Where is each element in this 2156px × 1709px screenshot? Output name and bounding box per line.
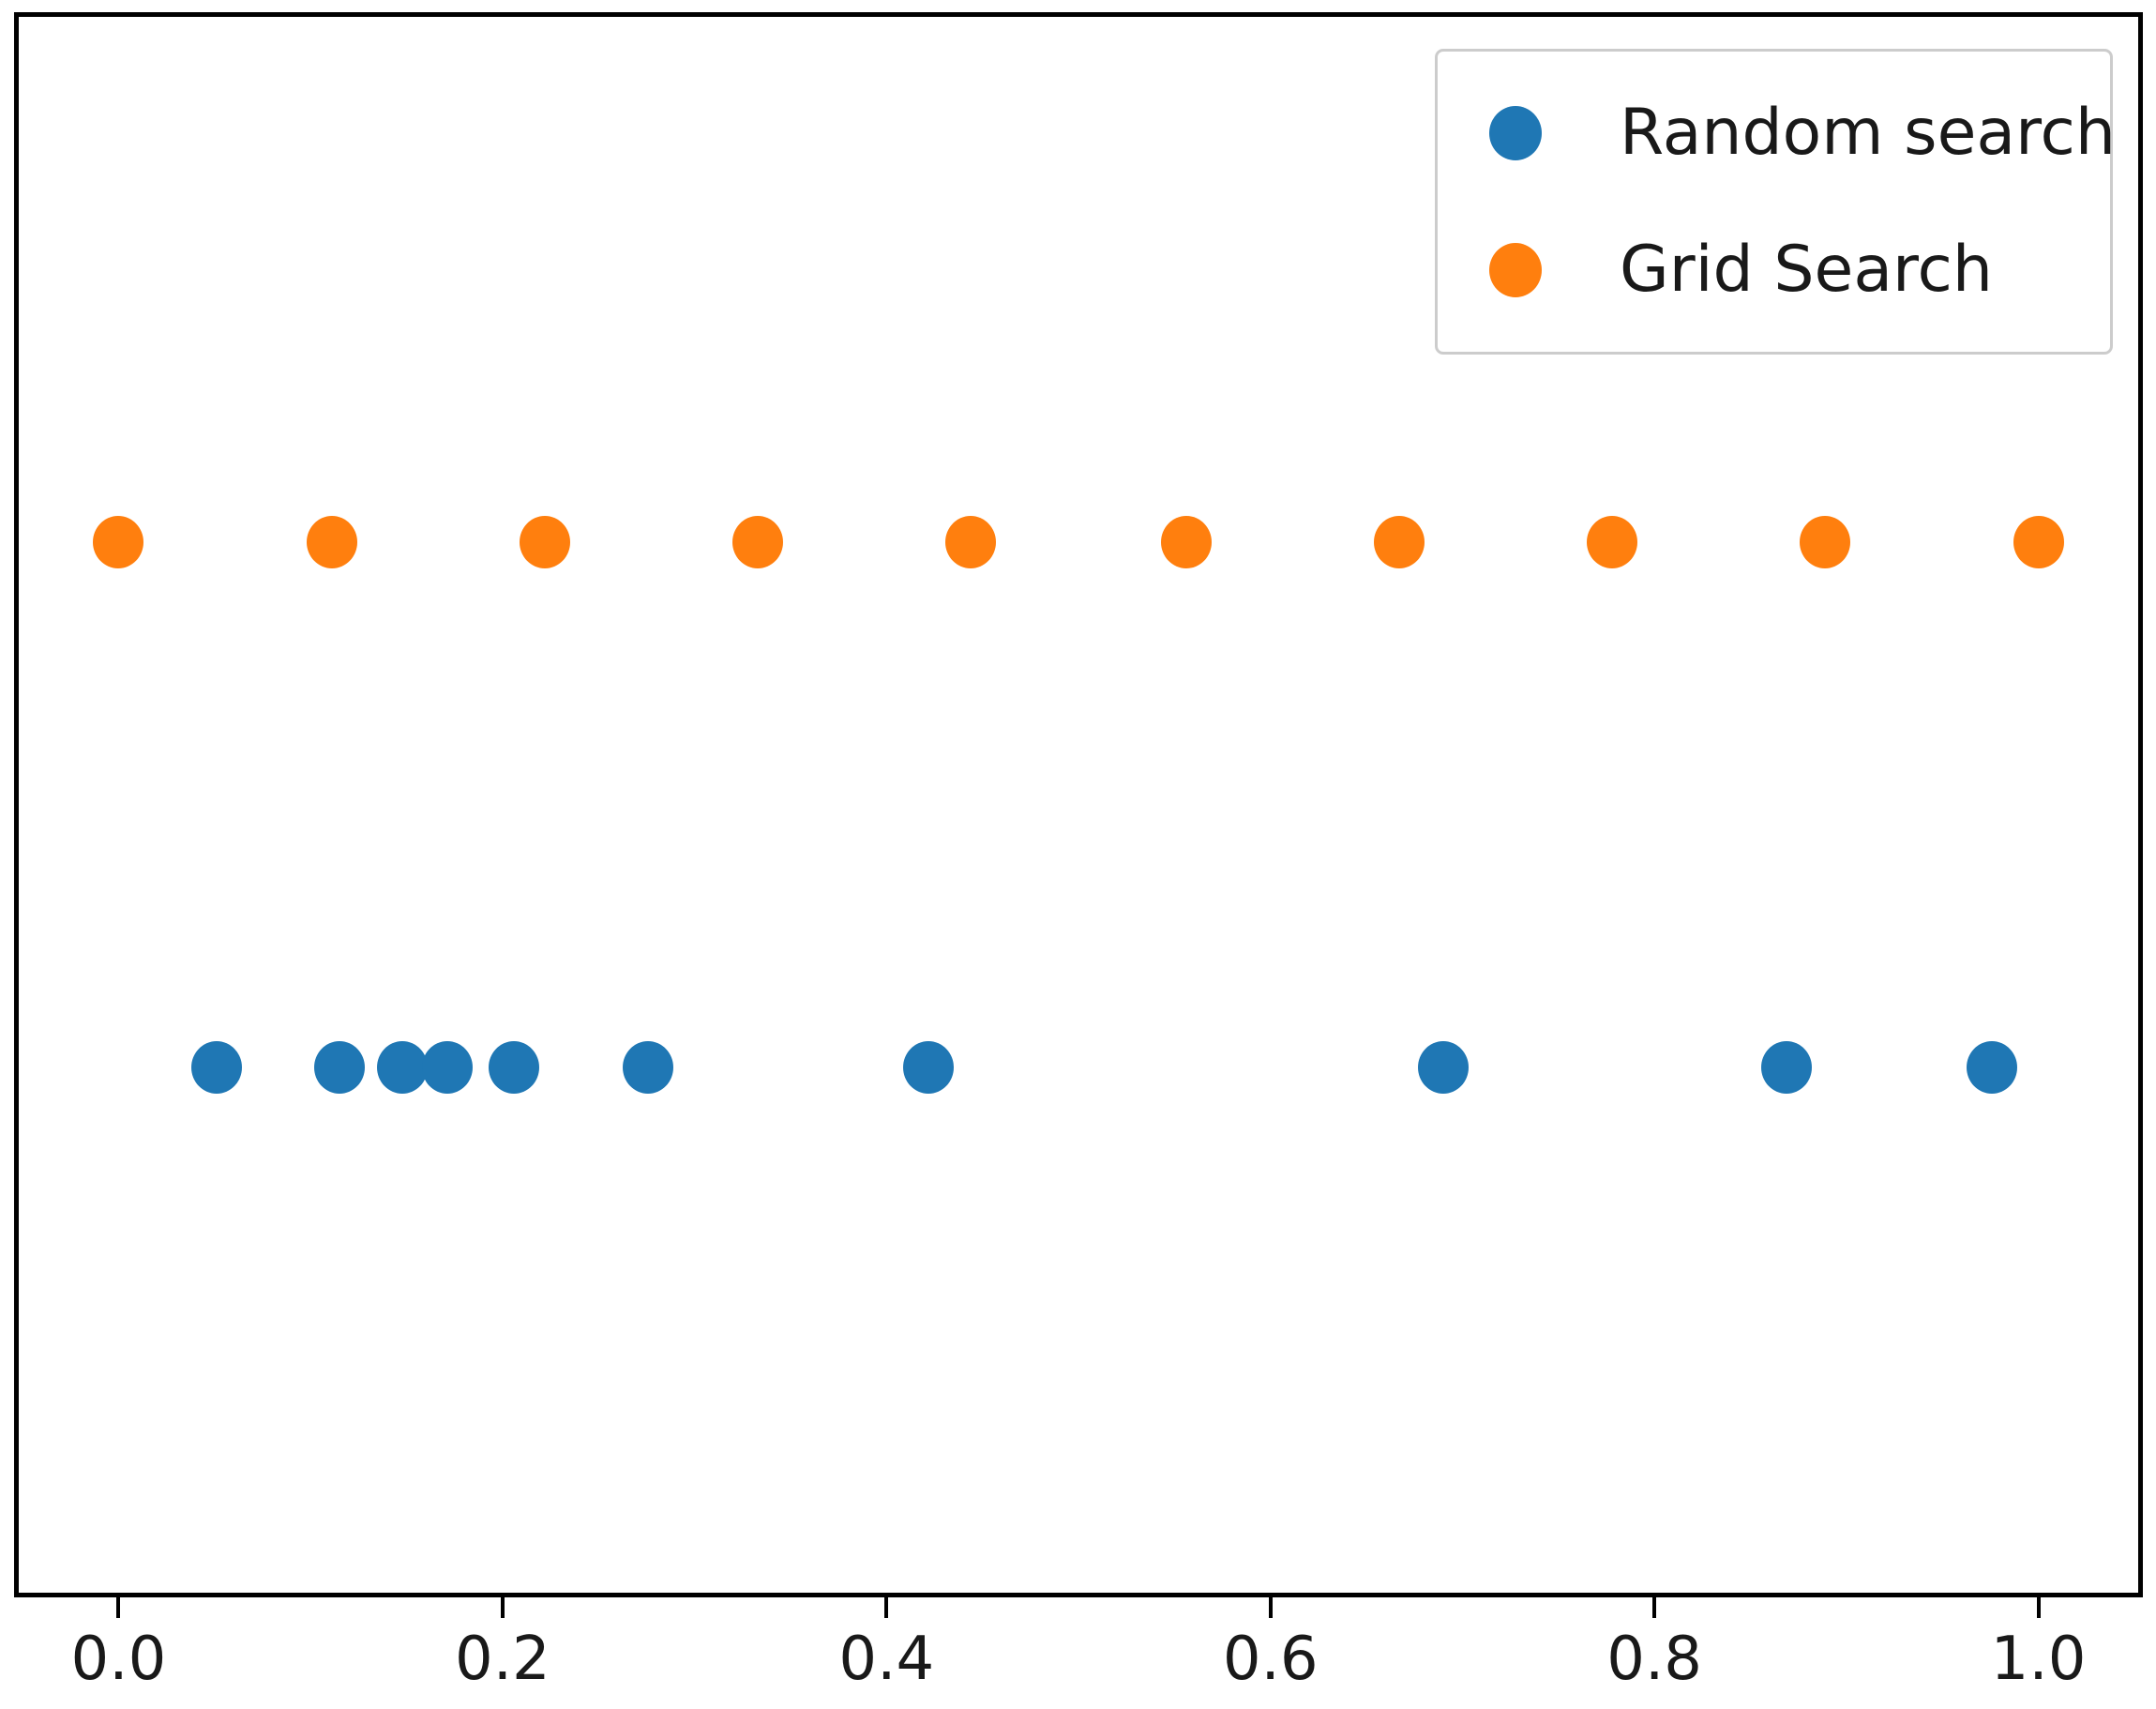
x-axis-tick-label: 1.0 (1990, 1625, 2087, 1694)
x-axis-tick (2036, 1597, 2041, 1618)
scatter-point-random-search (1417, 1041, 1469, 1095)
x-axis-tick (1268, 1597, 1273, 1618)
scatter-point-grid-search (1373, 515, 1425, 568)
scatter-point-grid-search (732, 515, 784, 568)
scatter-point-random-search (377, 1041, 429, 1095)
scatter-point-random-search (190, 1041, 242, 1095)
legend-marker-random-search-icon (1489, 106, 1542, 160)
scatter-point-grid-search (1587, 515, 1638, 568)
x-axis-tick-label: 0.2 (454, 1625, 550, 1694)
legend-entry-grid-search: Grid Search (1438, 214, 2091, 326)
x-axis-tick (1652, 1597, 1657, 1618)
scatter-point-random-search (1967, 1041, 2018, 1095)
x-axis: 0.0 0.2 0.4 0.6 0.8 1.0 (19, 1597, 2138, 1709)
x-axis-tick-label: 0.6 (1222, 1625, 1319, 1694)
scatter-point-random-search (421, 1041, 473, 1095)
scatter-point-grid-search (519, 515, 570, 568)
scatter-point-random-search (903, 1041, 955, 1095)
scatter-point-random-search (1761, 1041, 1813, 1095)
x-axis-tick-label: 0.4 (838, 1625, 935, 1694)
scatter-point-grid-search (2013, 515, 2064, 568)
scatter-point-grid-search (1160, 515, 1212, 568)
legend-entry-random-search: Random search (1438, 77, 2116, 189)
scatter-point-grid-search (306, 515, 357, 568)
legend-label-random-search: Random search (1620, 96, 2117, 170)
legend-label-grid-search: Grid Search (1620, 233, 1993, 307)
legend-marker-grid-search-icon (1489, 243, 1542, 297)
scatter-point-grid-search (945, 515, 997, 568)
x-axis-tick (116, 1597, 121, 1618)
x-axis-tick (884, 1597, 889, 1618)
x-axis-tick (500, 1597, 505, 1618)
scatter-point-random-search (313, 1041, 365, 1095)
x-axis-tick-label: 0.8 (1606, 1625, 1703, 1694)
scatter-point-grid-search (1800, 515, 1851, 568)
scatter-point-random-search (489, 1041, 540, 1095)
scatter-point-random-search (623, 1041, 674, 1095)
scatter-point-grid-search (93, 515, 144, 568)
x-axis-tick-label: 0.0 (70, 1625, 167, 1694)
legend: Random search Grid Search (1435, 49, 2116, 355)
